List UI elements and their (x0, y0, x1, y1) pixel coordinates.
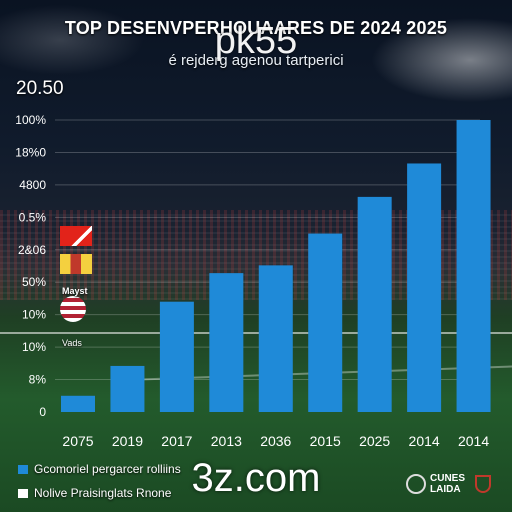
y-tick-label: 2&06 (18, 243, 46, 257)
x-tick-label: 2017 (161, 433, 192, 449)
flag-label-2: Vads (62, 338, 82, 348)
top-left-value: 20.50 (16, 78, 64, 99)
watermark-top: pk55 (214, 20, 298, 62)
x-tick-label: 2025 (359, 433, 390, 449)
flag-striped-badge-icon (60, 296, 86, 322)
bar (456, 120, 491, 412)
legend-label-1: Gcomoriel pergarcer rolliins (34, 462, 181, 476)
bar (61, 395, 95, 412)
flag-label-1: Mayst (62, 286, 88, 296)
logo-text: CUNES LAIDA (430, 473, 465, 495)
bar (110, 365, 145, 412)
flag-yellow-red-icon (60, 254, 92, 274)
logo-text-line1: CUNES (430, 473, 466, 484)
x-tick-label: 2014 (409, 433, 440, 449)
bar (258, 265, 293, 412)
shield-icon (475, 475, 492, 493)
x-tick-label: 2015 (310, 433, 341, 449)
legend-item-2: Nolive Praisinglats Rnone (18, 486, 171, 500)
pitch-line (0, 332, 512, 334)
y-tick-label: 10% (22, 308, 46, 322)
legend-item-1: Gcomoriel pergarcer rolliins (18, 462, 181, 476)
watermark-bottom: 3z.com (191, 456, 321, 500)
x-tick-label: 2075 (62, 433, 93, 449)
y-tick-label: 10% (22, 340, 46, 354)
bar (308, 233, 343, 412)
chart-title: TOP DESENVPERHOUAARES DE 2024 2025 (64, 18, 448, 38)
legend-swatch-1 (18, 464, 28, 474)
y-tick-label: 18%0 (15, 145, 46, 159)
x-tick-label: 2013 (211, 433, 242, 449)
x-tick-label: 2019 (112, 433, 143, 449)
logo-text-line2: LAIDA (430, 484, 461, 495)
y-tick-label: 0 (39, 405, 46, 419)
y-tick-label: 8% (29, 373, 47, 387)
legend-swatch-2 (18, 488, 28, 498)
chart-subtitle: é rejderg agenou tartperici (168, 52, 344, 69)
bar (159, 301, 194, 412)
y-tick-label: 0.5% (19, 210, 47, 224)
bar (209, 273, 244, 412)
y-tick-label: 100% (15, 113, 46, 127)
y-tick-label: 50% (22, 275, 46, 289)
x-tick-label: 2014 (458, 433, 489, 449)
bar (357, 196, 392, 412)
y-tick-label: 4800 (19, 178, 46, 192)
brand-logo: CUNES LAIDA (406, 466, 498, 502)
crest-icon (406, 474, 426, 494)
flag-red-icon (60, 226, 92, 246)
x-tick-label: 2036 (260, 433, 291, 449)
legend-label-2: Nolive Praisinglats Rnone (34, 486, 172, 500)
bar (407, 163, 442, 412)
flag-stack (60, 226, 100, 330)
